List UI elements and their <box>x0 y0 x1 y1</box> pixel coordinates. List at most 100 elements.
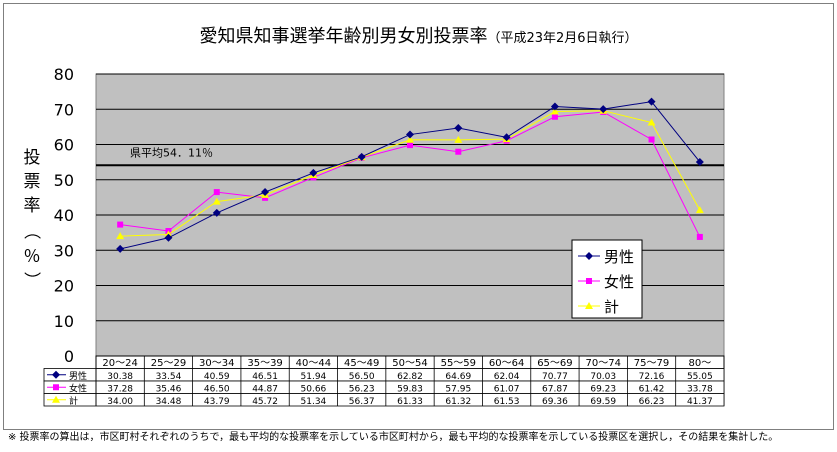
table-cell: 61.33 <box>397 397 423 407</box>
y-tick-label: 10 <box>54 312 74 331</box>
table-cell: 56.50 <box>349 372 375 382</box>
data-point-total <box>585 302 593 309</box>
legend-label: 女性 <box>604 273 634 291</box>
table-cell: 62.82 <box>397 372 423 382</box>
legend-label: 計 <box>604 298 619 316</box>
table-cell: 50.66 <box>301 384 327 394</box>
data-point-total <box>647 118 656 126</box>
table-cell: 40.59 <box>204 372 230 382</box>
data-point-female <box>648 136 655 143</box>
data-point-total <box>212 197 221 205</box>
table-cell: 69.36 <box>542 397 568 407</box>
data-point-male <box>309 168 318 177</box>
category-label: 75～79 <box>634 358 669 369</box>
category-label: 60～64 <box>489 358 524 369</box>
data-point-male <box>212 208 221 217</box>
data-point-male <box>406 130 414 139</box>
y-tick-label: 40 <box>54 206 74 225</box>
category-label: 30～34 <box>199 358 234 369</box>
table-cell: 33.78 <box>687 384 713 394</box>
y-axis-label-char: 票 <box>24 172 41 192</box>
y-tick-label: 70 <box>54 100 74 119</box>
table-cell: 61.07 <box>494 384 520 394</box>
y-tick-label: 50 <box>54 171 74 190</box>
y-axis-label-char: （ <box>21 223 41 240</box>
y-tick-label: 20 <box>54 277 74 296</box>
table-row <box>43 368 725 382</box>
reference-line-label: 県平均54．11％ <box>130 146 213 159</box>
y-axis-label-char: 率 <box>24 196 41 216</box>
data-point-total <box>406 135 414 143</box>
table-cell: 69.59 <box>590 397 616 407</box>
table-cell: 67.87 <box>542 384 568 394</box>
category-label: 55～59 <box>441 358 476 369</box>
table-row <box>43 380 725 394</box>
data-point-male <box>550 102 559 111</box>
data-point-male <box>116 244 125 253</box>
table-row-label: 女性 <box>69 382 87 394</box>
table-cell: 56.23 <box>349 384 375 394</box>
y-tick-label: 0 <box>64 347 74 366</box>
table-cell: 41.37 <box>687 397 713 407</box>
data-point-male <box>454 123 463 132</box>
series-male <box>116 97 704 253</box>
legend-label: 男性 <box>604 248 634 266</box>
table-cell: 43.79 <box>204 397 230 407</box>
footnote: ※ 投票率の算出は，市区町村それぞれのうちで，最も平均的な投票率を示している市区… <box>8 432 779 443</box>
table-cell: 64.69 <box>445 372 471 382</box>
table-cell: 55.05 <box>687 372 713 382</box>
y-axis-label-char: 投 <box>24 148 41 168</box>
data-point-female <box>696 233 703 240</box>
table-row-label: 男性 <box>69 370 87 382</box>
category-label: 20～24 <box>102 358 137 369</box>
data-point-female <box>586 278 592 284</box>
legend-box <box>571 239 643 319</box>
chart-title-sub: （平成23年2月6日執行） <box>487 31 638 46</box>
table-cell: 33.54 <box>156 372 182 382</box>
table-cell: 51.94 <box>301 372 327 382</box>
table-cell: 46.50 <box>204 384 230 394</box>
table-cell: 35.46 <box>156 384 182 394</box>
category-label: 35～39 <box>247 358 282 369</box>
data-point-female <box>551 113 558 120</box>
data-point-female <box>407 142 413 149</box>
data-point-total <box>454 135 463 143</box>
table-row-label: 計 <box>69 395 78 407</box>
category-label: 50～54 <box>392 358 427 369</box>
category-label: 65～69 <box>537 358 572 369</box>
data-point-male <box>502 133 511 142</box>
data-point-male <box>647 97 656 106</box>
y-axis-label-char: ％ <box>24 247 41 267</box>
table-cell: 72.16 <box>639 372 665 382</box>
data-point-total <box>52 395 60 403</box>
table-cell: 57.95 <box>445 384 471 394</box>
chart-title: 愛知県知事選挙年齢別男女別投票率（平成23年2月6日執行） <box>0 22 837 48</box>
data-point-male <box>52 370 60 379</box>
category-label: 80～ <box>688 358 711 369</box>
table-cell: 61.53 <box>494 397 520 407</box>
data-point-male <box>599 105 608 114</box>
category-label: 25～29 <box>151 358 186 369</box>
table-cell: 56.37 <box>349 397 375 407</box>
table-cell: 46.51 <box>252 372 278 382</box>
table-cell: 59.83 <box>397 384 423 394</box>
table-row <box>43 393 725 407</box>
data-point-female <box>213 189 220 196</box>
data-point-male <box>585 252 593 260</box>
data-point-female <box>53 384 59 391</box>
category-label: 40～44 <box>296 358 331 369</box>
table-cell: 66.23 <box>639 397 665 407</box>
table-cell: 69.23 <box>590 384 616 394</box>
data-point-female <box>117 221 124 228</box>
data-point-male <box>695 157 704 166</box>
table-cell: 37.28 <box>107 384 133 394</box>
table-cell: 61.42 <box>639 384 665 394</box>
y-axis-label-char: ） <box>21 272 41 289</box>
category-label: 70～74 <box>586 358 621 369</box>
data-point-male <box>261 188 270 197</box>
table-cell: 61.32 <box>445 397 471 407</box>
chart-title-main: 愛知県知事選挙年齢別男女別投票率 <box>199 26 488 47</box>
data-point-total <box>695 206 704 214</box>
table-cell: 51.34 <box>301 397 327 407</box>
